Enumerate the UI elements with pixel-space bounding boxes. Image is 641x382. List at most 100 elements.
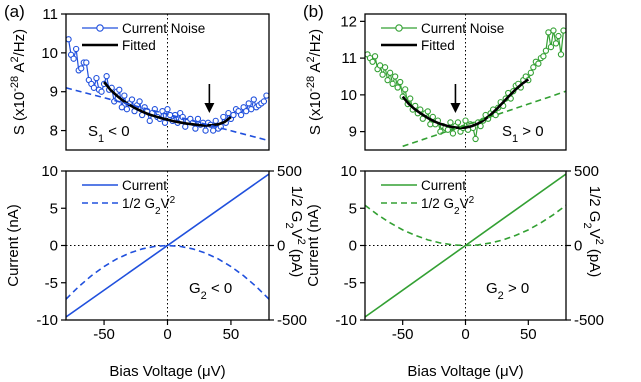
y-axis-title-part: A — [11, 63, 28, 76]
data-point — [407, 95, 414, 102]
y2-axis-title-part: 1/2 G — [586, 186, 603, 223]
data-point — [202, 127, 209, 134]
panel-letter-a: (a) — [4, 2, 25, 21]
y-axis-title: Current (nA) — [5, 204, 22, 287]
data-point — [245, 100, 252, 107]
data-point — [557, 51, 565, 58]
plot-area — [365, 171, 566, 320]
panel-annotation: S1 < 0 — [88, 123, 130, 145]
data-point — [248, 106, 255, 113]
arrow-head — [204, 103, 215, 113]
data-point — [389, 80, 396, 87]
data-point — [121, 92, 128, 99]
legend-label-part: 2 — [454, 206, 460, 217]
data-point — [394, 84, 401, 91]
legend-marker-noise — [395, 24, 403, 32]
y-tick-label: 11 — [42, 6, 58, 23]
x-tick-label: -50 — [392, 326, 414, 343]
series-line-1 — [103, 81, 232, 127]
y-axis-title-part: S (x10 — [307, 92, 324, 135]
y-tick-label: 0 — [50, 238, 58, 255]
y-tick-label: 10 — [41, 163, 58, 180]
y-tick-label: 5 — [349, 200, 357, 217]
y2-axis-title-part: 2 — [593, 239, 605, 245]
data-point — [192, 125, 199, 132]
data-point — [542, 47, 550, 54]
y-axis-title: S (x10-28 A2/Hz) — [9, 29, 28, 135]
y2-tick-label: 500 — [574, 163, 599, 180]
y2-axis-title-part: V — [586, 229, 603, 239]
data-point — [552, 40, 560, 47]
y-tick-label: -10 — [335, 312, 357, 329]
y2-axis-title-part: V — [288, 229, 305, 239]
y-axis-title-part: /Hz) — [11, 29, 28, 57]
data-point — [225, 109, 232, 117]
data-point — [73, 45, 80, 53]
x-tick-label: 50 — [520, 326, 537, 343]
panel-letter-b: (b) — [303, 2, 324, 21]
data-point — [447, 119, 454, 126]
data-point — [384, 77, 391, 84]
data-point — [530, 64, 537, 71]
data-point — [243, 107, 250, 115]
y-axis-title-part: 2 — [9, 56, 21, 62]
x-tick-label: 0 — [461, 326, 469, 343]
panel-annotation: G2 > 0 — [486, 280, 529, 302]
x-axis-title: Bias Voltage (μV) — [407, 363, 523, 380]
data-point — [427, 121, 434, 128]
y-tick-label: 9 — [50, 84, 58, 101]
y2-axis-title-part: (pA) — [586, 245, 603, 278]
annotation-sub: 2 — [498, 290, 504, 302]
data-point — [220, 113, 227, 121]
data-point — [146, 117, 153, 125]
annotation-main: G — [486, 280, 498, 297]
data-point — [260, 98, 268, 105]
data-point — [161, 119, 169, 126]
legend-marker-noise — [96, 24, 104, 32]
x-tick-label: 0 — [163, 326, 171, 343]
y-axis-title-part: -28 — [9, 76, 21, 92]
y-axis-title: Current (nA) — [305, 204, 322, 287]
y-tick-label: 12 — [340, 13, 357, 30]
data-point — [237, 111, 245, 119]
plot-frame — [364, 13, 567, 151]
y-axis-title-part: /Hz) — [307, 29, 324, 57]
data-point — [371, 53, 379, 60]
data-point — [93, 74, 100, 82]
data-point — [560, 27, 566, 34]
annotation-sub: 1 — [98, 133, 104, 145]
legend-label-part: 1/2 G — [421, 196, 454, 211]
legend-label-noise: Current Noise — [421, 21, 504, 36]
y-tick-label: 10 — [340, 87, 357, 104]
y-axis-title-part: -28 — [305, 76, 317, 92]
series-line-1 — [401, 78, 530, 130]
y2-tick-label: 0 — [277, 238, 285, 255]
series-line-2 — [402, 90, 566, 148]
legend-label-current: Current — [122, 178, 167, 193]
data-point — [391, 73, 399, 80]
y-axis-title: S (x10-28 A2/Hz) — [305, 29, 324, 135]
y2-tick-label: 500 — [277, 163, 302, 180]
y-tick-label: -5 — [45, 275, 58, 292]
series-line-1 — [66, 244, 269, 300]
data-point — [472, 135, 479, 143]
data-point — [90, 84, 98, 91]
data-point — [376, 62, 384, 69]
data-point — [547, 43, 555, 51]
data-point — [66, 36, 72, 43]
annotation-sub: 2 — [201, 290, 207, 302]
x-axis-title: Bias Voltage (μV) — [109, 363, 225, 380]
annotation-main: S — [88, 123, 98, 140]
y2-axis-title-part: 2 — [295, 239, 307, 245]
data-point — [397, 78, 404, 86]
x-tick-label: -50 — [93, 326, 115, 343]
legend-label-part: 2 — [155, 206, 161, 217]
annotation-rest: < 0 — [207, 280, 232, 297]
legend-label-part: 1/2 G — [122, 196, 155, 211]
plot-area — [365, 14, 566, 150]
data-point — [379, 71, 386, 78]
data-point — [230, 111, 237, 119]
